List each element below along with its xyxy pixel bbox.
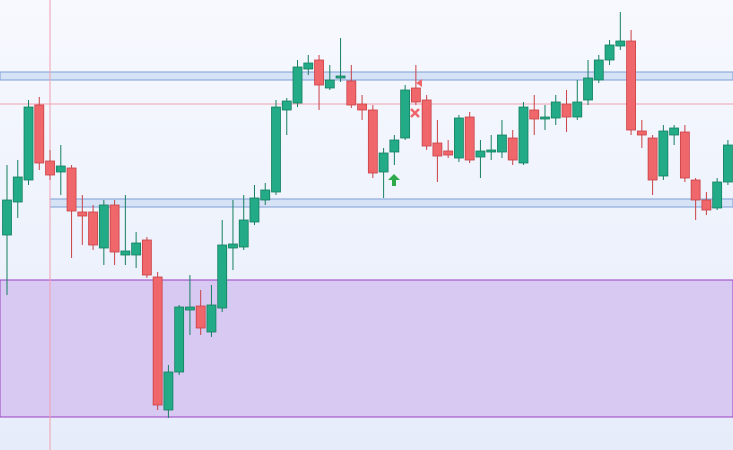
candle-body [281, 100, 292, 111]
candle-body [561, 103, 572, 118]
zones [0, 71, 733, 418]
candle-body [593, 59, 604, 81]
candle-body [271, 106, 281, 193]
candle-body [217, 244, 228, 309]
candle-body [303, 62, 314, 70]
candle-body [228, 243, 238, 249]
candle-body [378, 152, 389, 173]
candle-body [367, 109, 378, 174]
candle-body [335, 75, 346, 79]
candle-body [550, 101, 561, 119]
candle-body [464, 116, 475, 161]
candle-body [690, 179, 701, 201]
candle-body [529, 109, 540, 120]
candle-body [152, 276, 163, 406]
candle-body [2, 199, 12, 236]
candles [2, 12, 733, 418]
candle-body [647, 137, 658, 181]
candle-body [604, 44, 615, 61]
sell-marker [416, 79, 422, 87]
candle-body [723, 144, 733, 183]
zone [49, 198, 733, 208]
candle-body [701, 199, 712, 211]
candle-body [486, 149, 497, 153]
candle-body [66, 167, 77, 212]
candle-body [389, 139, 400, 153]
candle-body [249, 197, 260, 223]
zone [0, 71, 733, 81]
buy-arrow [388, 174, 400, 186]
candle-body [475, 150, 486, 158]
candle-body [626, 40, 636, 131]
candle-body [292, 66, 303, 104]
candle-body [195, 305, 206, 329]
candle-body [572, 101, 583, 118]
candle-body [443, 150, 454, 156]
candle-body [712, 181, 723, 209]
candle-body [497, 134, 507, 153]
candle-body [88, 211, 98, 246]
candle-body [109, 204, 120, 253]
candle-body [174, 306, 185, 373]
candle-body [615, 40, 626, 47]
candle-body [432, 142, 443, 157]
candle-body [658, 130, 669, 177]
candle-body [185, 306, 195, 311]
candle-body [636, 130, 647, 136]
candle-body [454, 117, 464, 159]
candle-body [583, 77, 593, 101]
candle-body [410, 87, 421, 103]
candle-body [669, 127, 680, 136]
candle-body [507, 137, 518, 161]
candle-body [141, 239, 152, 276]
candle-body [98, 204, 109, 249]
exit-mark [410, 108, 420, 118]
candle-body [34, 104, 45, 164]
candle-body [679, 131, 690, 179]
candle-body [23, 106, 34, 181]
candle-body [55, 165, 66, 173]
candle-body [120, 250, 131, 256]
candle-body [260, 189, 271, 201]
candle-body [45, 160, 55, 176]
candle-body [400, 89, 411, 139]
zone [0, 279, 733, 418]
candle-body [324, 79, 335, 89]
candle-body [12, 176, 23, 203]
candle-body [518, 106, 529, 164]
candle-body [346, 80, 357, 106]
candle-body [357, 103, 367, 111]
candle-body [163, 371, 174, 411]
candle-body [421, 99, 432, 147]
candle-body [314, 59, 324, 86]
candle-body [540, 116, 550, 120]
candle-body [77, 211, 88, 217]
candle-body [131, 242, 142, 256]
candle-body [206, 304, 217, 333]
candle-body [238, 219, 249, 248]
